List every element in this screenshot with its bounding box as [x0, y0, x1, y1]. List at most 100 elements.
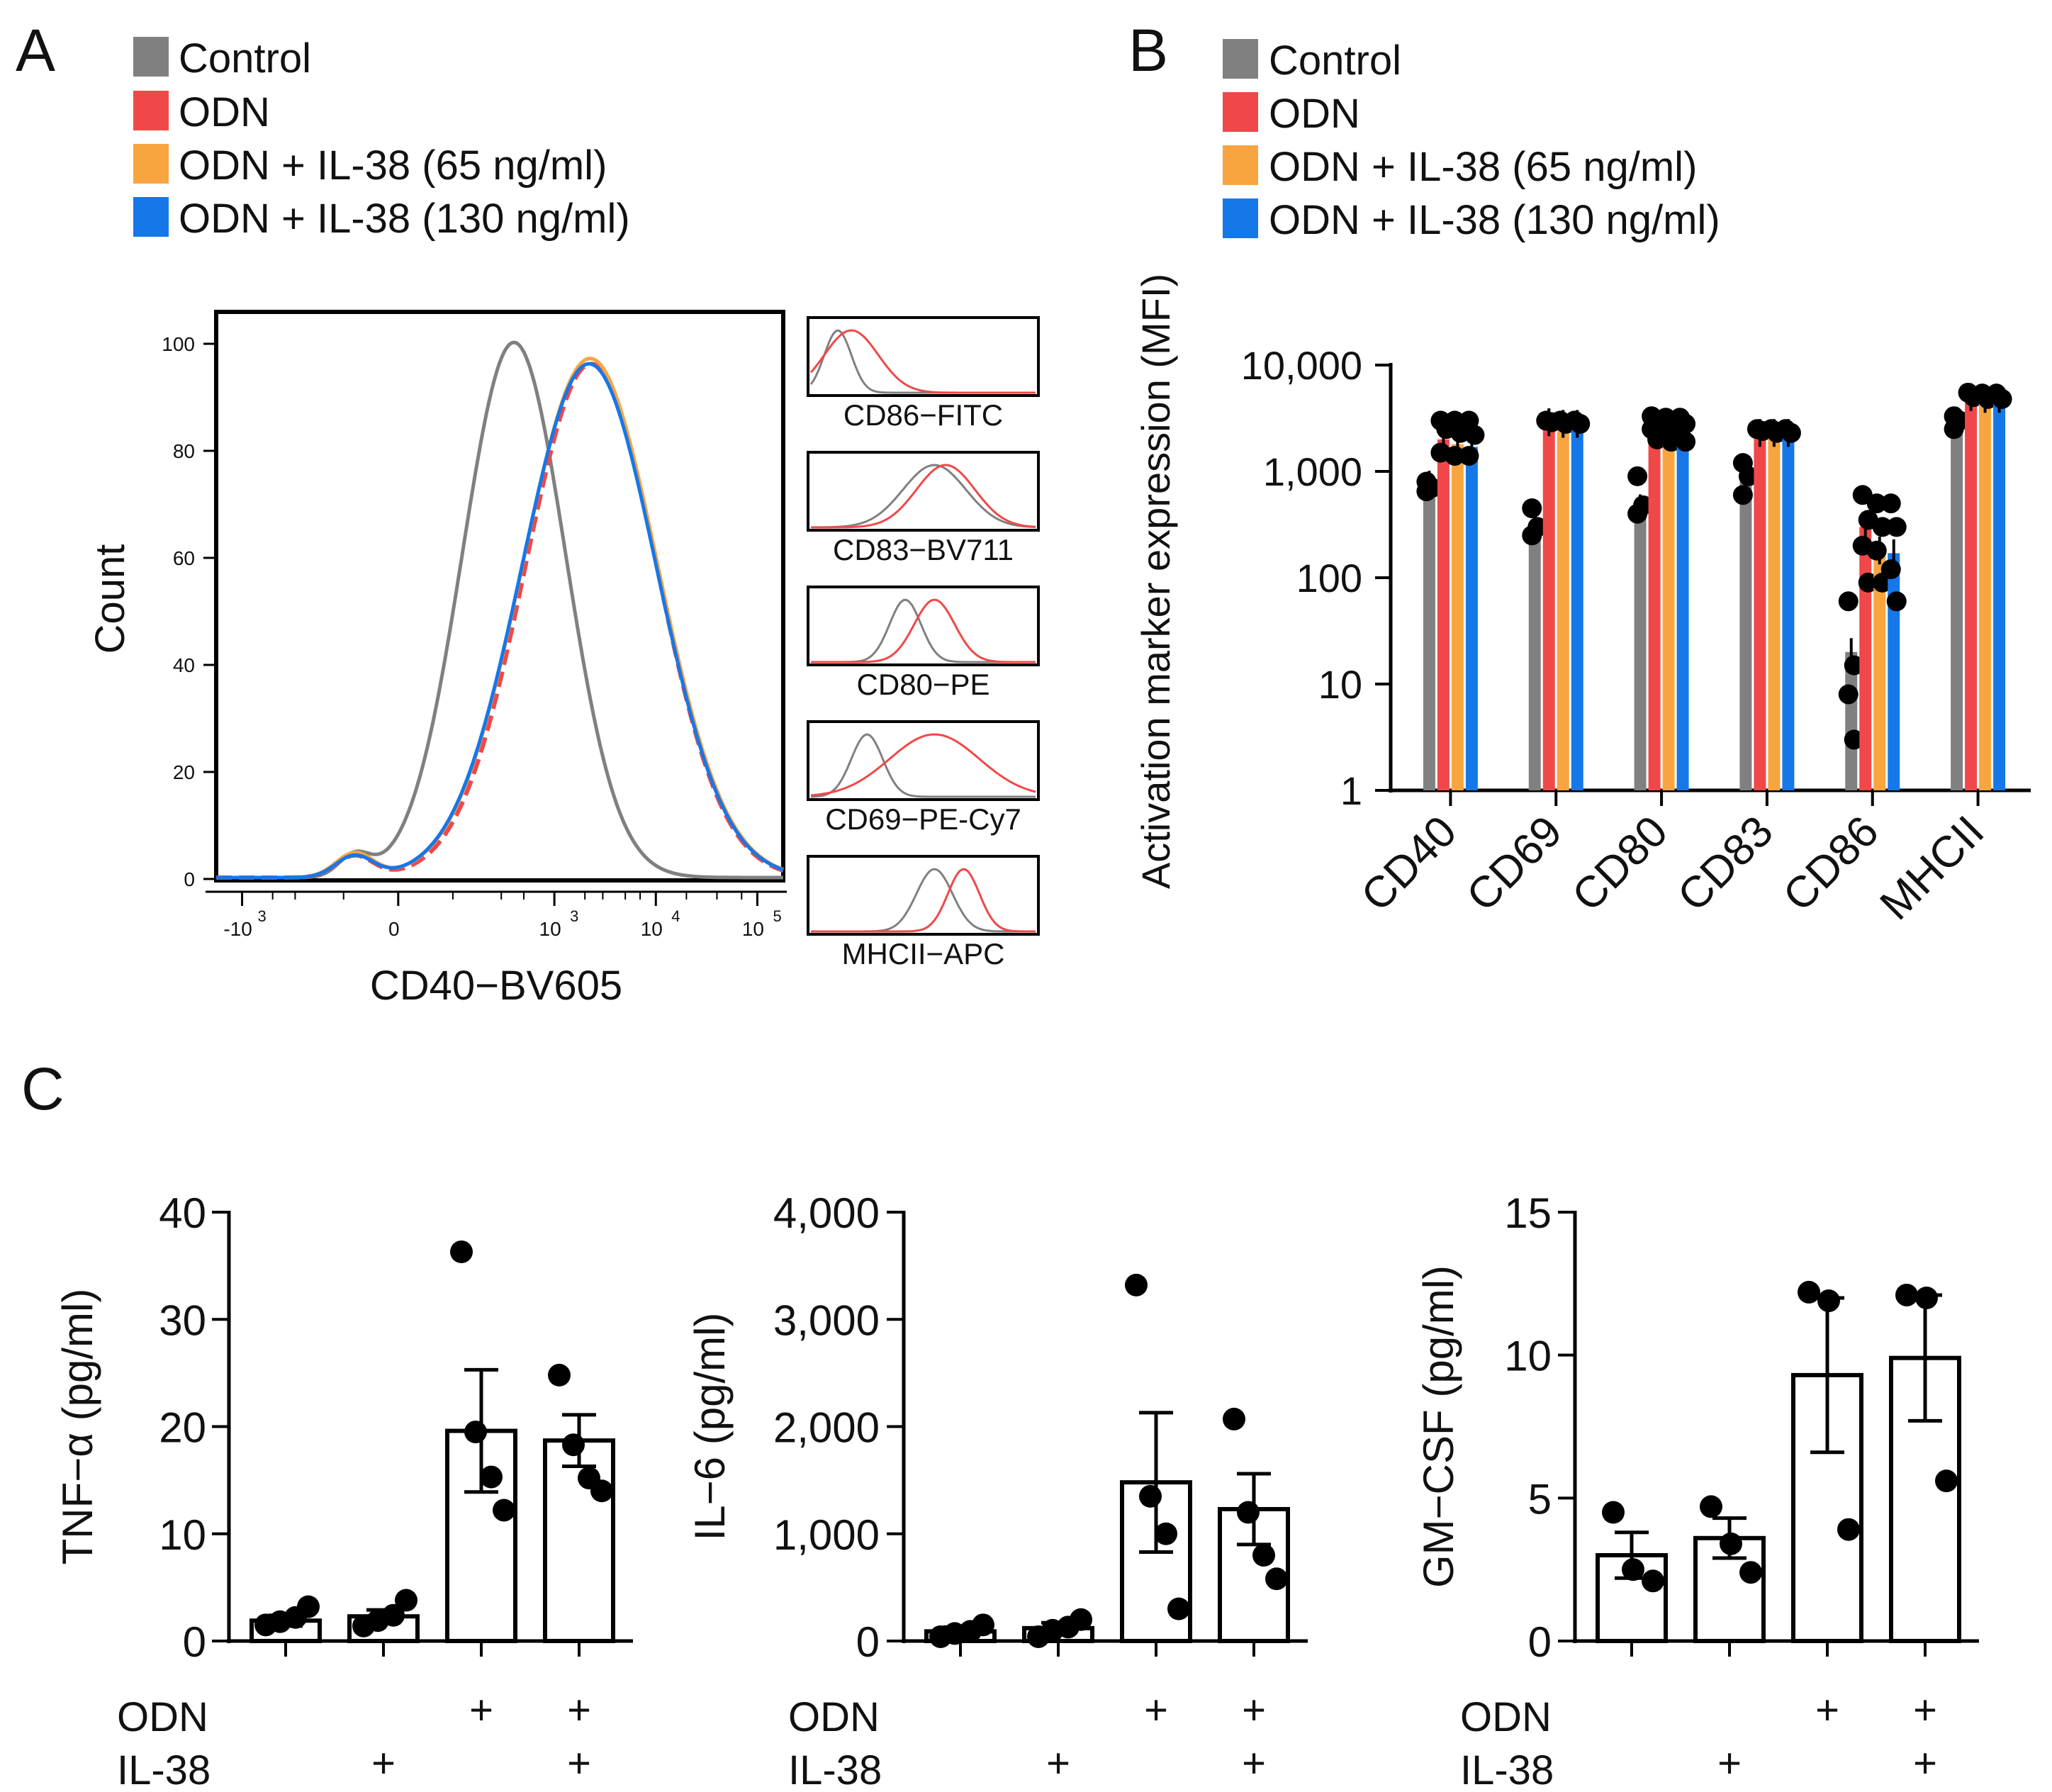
panel-b-bar-il38_130 [1993, 398, 2006, 790]
mini-histogram-frame [807, 316, 1040, 397]
panel-a-y-tick-label: 0 [184, 868, 195, 890]
panel-a-x-tick-label: 10 [742, 918, 764, 940]
panel-c-point [1155, 1522, 1177, 1545]
panel-c-point [480, 1465, 503, 1489]
panel-c-y-tick-label: 30 [159, 1297, 206, 1344]
panel-c-condition-sign: + [567, 1740, 591, 1786]
panel-b-bar-control [1528, 522, 1541, 790]
legend-b: Control ODN ODN + IL-38 (65 ng/ml) ODN +… [1223, 38, 1720, 243]
panel-a-y-tick-label: 60 [173, 547, 195, 569]
panel-b-point [1445, 446, 1465, 466]
panel-c-y-tick-label: 0 [183, 1618, 206, 1666]
legend-a-swatch-il38-65 [133, 144, 169, 184]
panel-c-point [1837, 1518, 1860, 1541]
panel-a-histogram: 0 20 40 60 80 100 -10 3 0 10 3 10 4 10 5 CD40−BV605 Coun… [87, 310, 787, 1009]
panel-c-point [1602, 1501, 1625, 1524]
panel-b-point [1880, 559, 1901, 580]
panel-b-bar-il38_130 [1888, 553, 1900, 790]
panel-b-category-label: CD86 [1774, 807, 1888, 921]
panel-letter-c: C [21, 1055, 65, 1122]
mini-histogram-label: CD80−PE [857, 668, 990, 701]
panel-b-bar-odn [1859, 527, 1872, 790]
panel-c-condition-sign: + [371, 1740, 396, 1786]
panel-c-condition-sign: + [1242, 1740, 1266, 1786]
legend-a-swatch-control [133, 37, 169, 77]
panel-a-x-tick-label: 10 [641, 918, 663, 940]
mini-histogram-curve-odn [811, 598, 1036, 663]
legend-b-label-odn: ODN [1269, 91, 1360, 137]
panel-c-point [590, 1479, 613, 1503]
panel-b-point [1570, 413, 1591, 434]
panel-b-point [1459, 446, 1479, 466]
panel-a-plot-frame [214, 310, 785, 883]
panel-b-bar-il38_65 [1979, 398, 1992, 790]
panel-b-bar-control [1739, 481, 1752, 790]
panel-a-x-tick-label: -10 [223, 918, 252, 940]
panel-c-point [1223, 1407, 1245, 1430]
panel-b-category-label: MHCII [1871, 807, 1993, 929]
panel-c-condition-sign: + [1815, 1687, 1839, 1733]
panel-c-chart-1: 0 10 20 30 40 TNF−α (pg/ml) + + + + ODN IL-38 [54, 1189, 633, 1792]
panel-b-bar-il38_130 [1782, 432, 1795, 790]
panel-b-category-label: CD40 [1352, 807, 1466, 921]
panel-c-point [297, 1595, 320, 1618]
panel-b-point [1866, 493, 1887, 514]
panel-b-point [1992, 388, 2012, 409]
panel-c-y-label: TNF−α (pg/ml) [54, 1289, 101, 1565]
panel-c-y-tick-label: 40 [159, 1189, 206, 1237]
panel-c-condition-sign: + [469, 1687, 493, 1733]
mini-histogram-frame [807, 451, 1040, 532]
panel-c-point [1070, 1608, 1092, 1631]
panel-b-y-tick-label: 1 [1340, 768, 1362, 813]
panel-b-point [1416, 481, 1437, 502]
panel-a-x-tick-exponent: 3 [570, 907, 578, 925]
panel-c-row-label: IL-38 [1460, 1747, 1554, 1792]
mini-histogram-curve-control [810, 464, 1036, 529]
panel-c-point [1935, 1469, 1958, 1493]
panel-a-curve-odn [216, 362, 784, 880]
panel-b-category-label: CD80 [1563, 807, 1677, 921]
panel-c-y-label: IL−6 (pg/ml) [686, 1313, 734, 1541]
panel-c-chart-2: 0 1,000 2,000 3,000 4,000 IL−6 (pg/ml) + + + + ODN… [686, 1189, 1308, 1792]
legend-b-swatch-il38-65 [1223, 145, 1258, 185]
panel-c-point [1642, 1569, 1664, 1593]
panel-c-y-tick-label: 10 [159, 1511, 206, 1559]
panel-b-bar-il38_130 [1676, 425, 1689, 790]
panel-c-row-label: IL-38 [117, 1747, 211, 1792]
legend-b-label-il38-130: ODN + IL-38 (130 ng/ml) [1269, 197, 1720, 243]
legend-b-swatch-odn [1223, 92, 1258, 132]
legend-b-swatch-il38-130 [1223, 198, 1258, 238]
panel-b-bar-il38_130 [1571, 423, 1583, 790]
panel-b-point [1844, 655, 1864, 676]
panel-c-point [1915, 1287, 1938, 1309]
mini-histogram-label: CD69−PE-Cy7 [825, 802, 1021, 836]
panel-c-condition-sign: + [1913, 1740, 1937, 1786]
panel-a-mini-histograms: CD86−FITC CD83−BV711 CD80−PE CD69−PE-Cy7 MHC… [807, 316, 1040, 970]
panel-letter-b: B [1128, 17, 1168, 84]
panel-b-bar-odn [1754, 432, 1766, 790]
panel-a-x-tick-exponent: 3 [258, 907, 267, 925]
panel-c-y-tick-label: 10 [1504, 1333, 1552, 1380]
panel-c-point [1125, 1273, 1148, 1297]
panel-c-row-label: ODN [1460, 1694, 1552, 1740]
panel-c-point [1739, 1561, 1762, 1584]
panel-b-y-tick-label: 10 [1318, 662, 1362, 707]
panel-c-condition-sign: + [567, 1687, 591, 1733]
panel-c-condition-sign: + [1913, 1687, 1937, 1733]
panel-c-chart-3: 0 5 10 15 GM−CSF (pg/ml) + + + + ODN IL-38 [1415, 1189, 1979, 1792]
panel-a-x-tick-exponent: 4 [671, 907, 680, 925]
panel-c-point [1139, 1484, 1162, 1508]
mini-histogram-label: CD83−BV711 [833, 533, 1014, 566]
panel-c-row-label: ODN [117, 1694, 208, 1740]
panel-b-bar-control [1951, 420, 1963, 790]
panel-a-y-tick-label: 40 [173, 654, 195, 676]
panel-c-y-tick-label: 4,000 [773, 1189, 880, 1237]
panel-c-point [1265, 1567, 1288, 1591]
panel-a-y-label: Count [87, 544, 133, 654]
panel-c-point [382, 1603, 405, 1627]
panel-b-point [1844, 729, 1864, 750]
panel-b-point [1738, 466, 1759, 486]
panel-c-condition-sign: + [1242, 1687, 1266, 1733]
panel-b-point [1522, 525, 1542, 546]
